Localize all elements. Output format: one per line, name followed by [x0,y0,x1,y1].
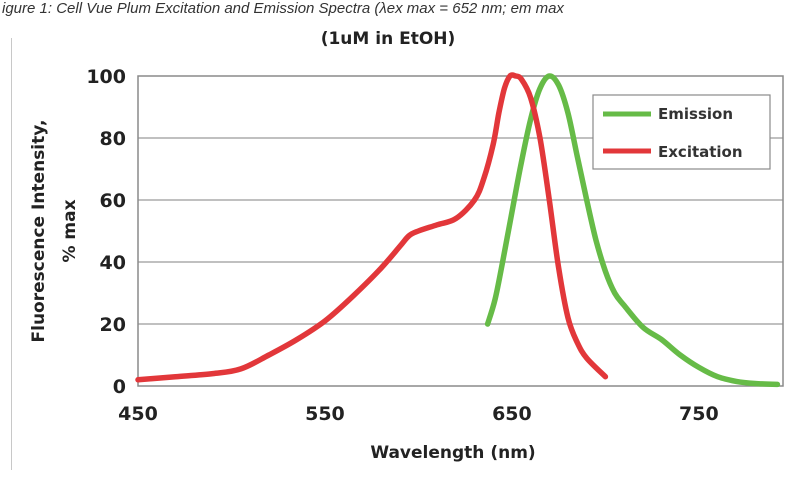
series-line-emission [484,73,781,388]
gridlines [138,137,783,325]
plot-area-border [137,75,784,387]
x-tick-label: 450 [118,403,158,425]
chart-subtitle: (1uM in EtOH) [321,29,456,49]
y-tick-label: 0 [113,376,126,398]
y-tick-labels: 0 20 40 60 80 100 [86,66,126,398]
y-tick-label: 20 [100,314,126,336]
series-lines [135,72,781,388]
figure-caption: igure 1: Cell Vue Plum Excitation and Em… [2,0,564,17]
legend-box [592,94,771,170]
y-tick-label: 60 [100,190,126,212]
x-axis-label: Wavelength (nm) [370,443,535,463]
series-line-excitation [135,72,609,383]
y-tick-label: 80 [100,128,126,150]
y-tick-label: 100 [86,66,126,88]
legend: Emission Excitation [592,94,771,170]
y-axis-label-line1: Fluorescence Intensity, [29,120,49,343]
y-tick-label: 40 [100,252,126,274]
x-tick-labels: 450 550 650 750 [118,403,719,425]
legend-label-excitation: Excitation [658,143,743,161]
y-axis-label-line2: % max [60,199,80,262]
x-tick-label: 550 [305,403,345,425]
x-tick-label: 750 [679,403,719,425]
x-tick-label: 650 [492,403,532,425]
legend-label-emission: Emission [658,105,733,123]
